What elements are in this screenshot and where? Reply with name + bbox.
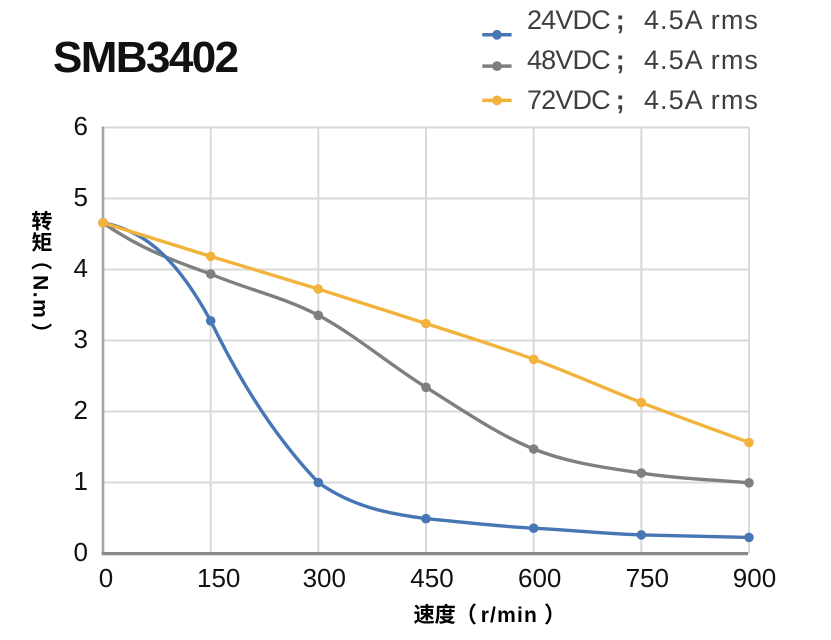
svg-text:r/min: r/min [481, 604, 538, 627]
svg-text:N.m: N.m [29, 275, 52, 319]
